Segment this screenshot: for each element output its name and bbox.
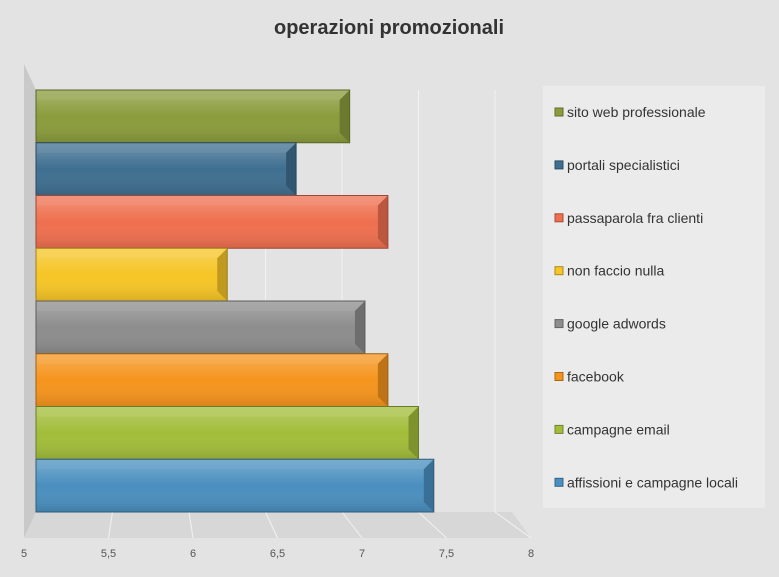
legend-item: non faccio nulla [554,263,665,279]
bar [35,142,297,196]
bar-end [339,90,350,143]
bar [35,458,435,513]
bar-top [36,248,228,259]
side-wall [24,64,36,538]
x-tick-label: 6,5 [270,548,285,560]
bar-end [286,142,297,196]
bar-end [377,353,388,407]
bars-group [35,89,435,513]
legend-swatch [554,213,564,223]
bar-top [36,90,350,100]
x-tick-label: 7 [359,548,365,560]
legend-label: affissioni e campagne locali [567,474,738,490]
legend-item: google adwords [554,316,666,332]
bar [35,247,228,302]
floor-gridline [341,511,363,539]
legend-swatch [554,372,564,381]
x-tick-label: 8 [528,548,534,560]
bar-end [408,406,419,460]
x-tick-label: 5,5 [101,548,116,560]
bar [35,406,419,460]
legend-item: sito web professionale [554,104,706,120]
bar-top [36,406,419,417]
legend-swatch [554,266,564,276]
bar [35,195,389,249]
bar-end [217,248,228,301]
x-axis-ticks: 5 5,5 6 6,5 7 7,5 8 [21,548,534,560]
legend-label: passaparola fra clienti [567,210,703,226]
legend-label: facebook [567,369,625,385]
legend-swatch [554,107,564,117]
legend-item: facebook [554,369,625,385]
chart-title: operazioni promozionali [274,17,504,39]
legend-swatch [554,160,564,170]
legend-label: portali specialistici [567,157,680,173]
legend-box [543,86,765,508]
floor-gridline [494,511,532,539]
legend: sito web professionale portali specialist… [554,104,738,490]
legend-item: campagne email [554,421,670,437]
bar-top [36,353,388,364]
legend-swatch [554,477,564,487]
x-tick-label: 6 [190,548,196,560]
legend-item: passaparola fra clienti [554,210,703,226]
bar-top [36,195,388,206]
legend-item: affissioni e campagne locali [554,474,738,490]
bar-top [36,459,434,470]
floor-gridline [108,511,113,539]
bar-end [354,301,365,354]
legend-label: non faccio nulla [567,263,665,279]
floor-gridline [188,511,194,539]
bar [35,300,366,355]
floor-gridline [418,511,447,539]
bar [35,89,351,144]
legend-label: sito web professionale [567,104,706,120]
legend-label: google adwords [567,316,666,332]
legend-swatch [554,424,564,434]
bar-top [36,142,297,153]
bar-end [377,195,388,249]
legend-swatch [554,319,564,329]
floor-gridline [265,511,278,539]
legend-label: campagne email [567,421,670,437]
floor [24,512,531,538]
bar [35,353,389,407]
bar-end [423,459,434,512]
x-tick-label: 5 [21,548,27,560]
bar-top [36,301,365,311]
x-tick-label: 7,5 [439,548,454,560]
bar-outline [35,458,435,513]
legend-item: portali specialistici [554,157,680,173]
